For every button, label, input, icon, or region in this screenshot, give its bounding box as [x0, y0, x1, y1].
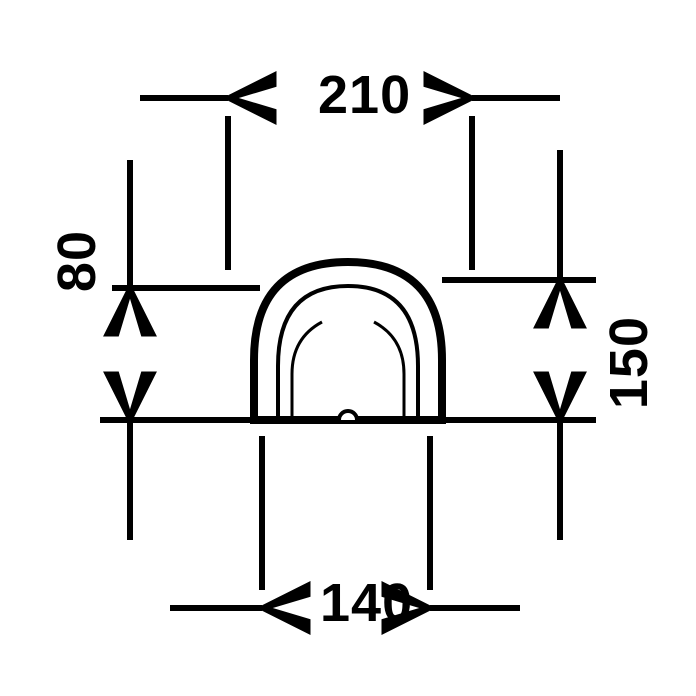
label-bottom-width: 140	[320, 572, 413, 634]
label-top-width: 210	[318, 64, 411, 126]
product-outline	[254, 262, 442, 420]
drawing-canvas: 210 80 150 140	[0, 0, 696, 696]
dim-right	[442, 150, 596, 540]
label-right-height: 150	[598, 316, 660, 409]
dim-left	[112, 160, 260, 540]
label-left-height: 80	[46, 230, 108, 292]
